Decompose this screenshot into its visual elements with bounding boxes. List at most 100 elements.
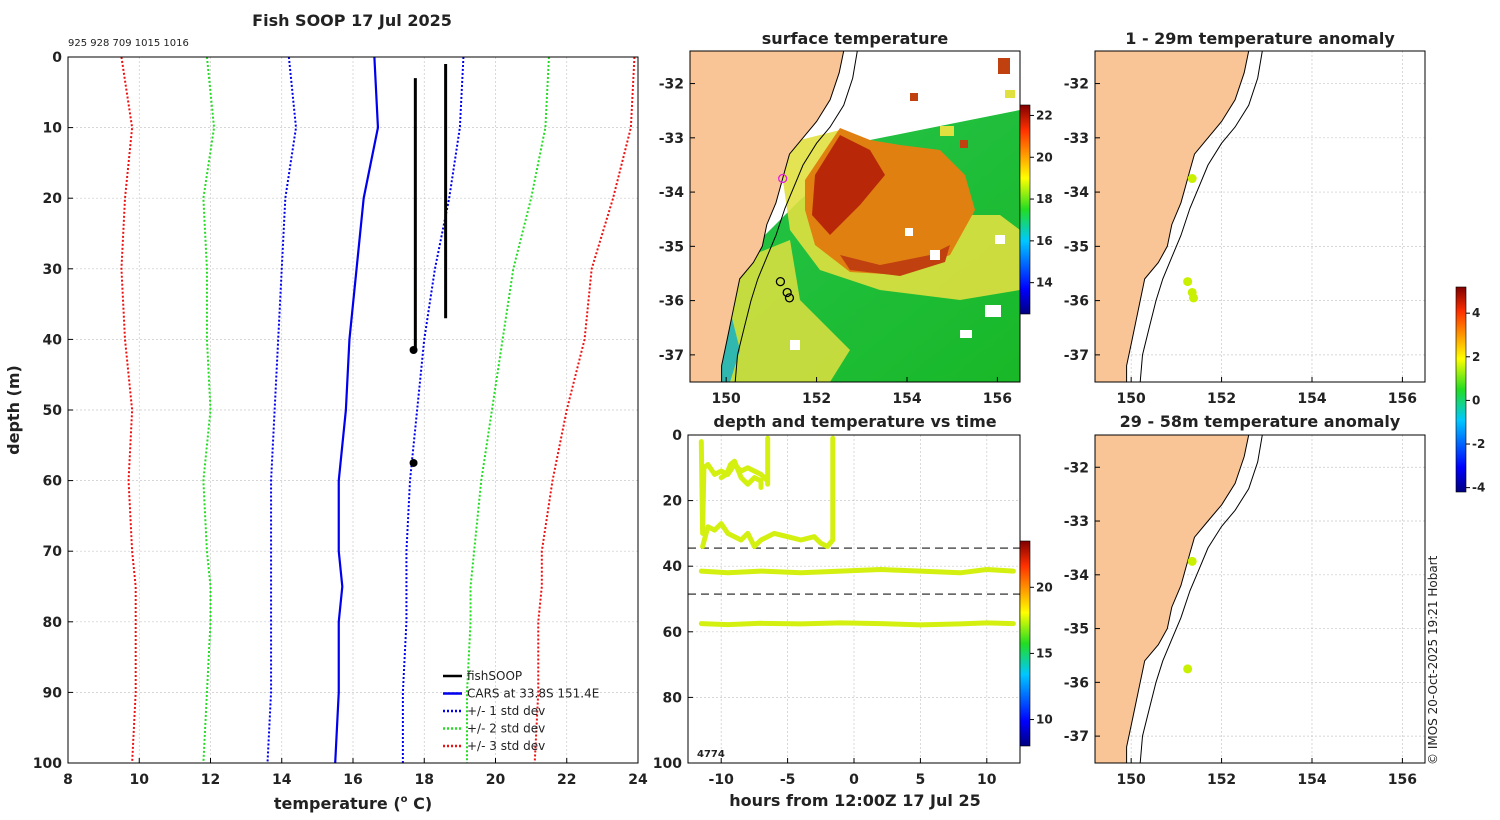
sst-ytick-label: -37 — [659, 348, 684, 364]
anomaly-top-isobath — [1139, 51, 1263, 382]
depth-time-colorbar — [1019, 540, 1031, 747]
sst-marker-0 — [778, 173, 788, 184]
sst-xtick-label: 150 — [712, 391, 741, 407]
anomaly-bottom-title: 29 - 58m temperature anomaly — [1120, 412, 1401, 431]
a1-ytick-label: -33 — [1064, 131, 1089, 147]
dt-cb-tick-label: 20 — [1036, 580, 1053, 594]
depth-time-grid — [688, 434, 1020, 764]
sst-ytick-label: -36 — [659, 294, 684, 310]
anomaly-bottom-points — [1183, 556, 1197, 674]
a2-ytick-label: -36 — [1064, 675, 1089, 691]
credit-text: © IMOS 20-Oct-2025 19:21 Hobart — [1426, 555, 1440, 765]
sst-cb-tick-label: 18 — [1036, 192, 1053, 206]
legend-label-1: CARS at 33.8S 151.4E — [467, 687, 599, 701]
sst-ytick-label: -32 — [659, 77, 684, 93]
dt-xtick-label: -5 — [780, 772, 796, 788]
anomaly-bottom-isobath — [1139, 435, 1263, 763]
depth-time-panel: depth and temperature vs time -10 -5 0 5 100… — [653, 412, 1053, 810]
a1-point-0 — [1187, 174, 1197, 184]
sst-xtick-label: 152 — [802, 391, 831, 407]
legend-label-0: fishSOOP — [467, 669, 522, 683]
sst-cb-tick-label: 22 — [1036, 108, 1053, 122]
dt-xtick-label: -10 — [709, 772, 735, 788]
anomaly-top-title: 1 - 29m temperature anomaly — [1125, 29, 1395, 48]
legend-label-4: +/- 3 std dev — [467, 739, 545, 753]
sst-markers — [775, 173, 795, 303]
profile-ytick-label: 90 — [43, 685, 63, 701]
dt-track-1 — [700, 435, 836, 549]
a2-xtick-label: 152 — [1207, 772, 1236, 788]
anomaly-colorbar — [1455, 286, 1467, 493]
anomaly-cb-tick-label: 0 — [1472, 393, 1480, 407]
profile-xtick-label: 8 — [63, 772, 73, 788]
profile-xtick-label: 24 — [628, 772, 648, 788]
anomaly-bottom-panel: 29 - 58m temperature anomaly 150 152 154 15… — [1064, 412, 1426, 788]
a2-ytick-label: -35 — [1064, 622, 1089, 638]
profile-series-2 — [401, 56, 465, 763]
depth-time-tracks — [698, 435, 1016, 628]
a2-xtick-label: 150 — [1117, 772, 1146, 788]
a2-point-1 — [1183, 664, 1193, 674]
profile-ids: 925 928 709 1015 1016 — [68, 38, 189, 49]
a2-point-0 — [1187, 556, 1197, 566]
a1-point-1 — [1183, 277, 1193, 287]
anomaly-bottom-map — [1095, 435, 1425, 763]
anomaly-bottom-coastline — [1126, 435, 1250, 763]
dt-xtick-label: 10 — [977, 772, 997, 788]
sst-xtick-label: 154 — [892, 391, 921, 407]
a2-ytick-label: -34 — [1064, 568, 1090, 584]
sst-isobath — [734, 51, 858, 382]
profile-ytick-label: 0 — [52, 50, 62, 66]
anomaly-colorbar-ticks: 4 2 0 -2 -4 — [1466, 306, 1485, 495]
anomaly-bottom-ticks: 150 152 154 156 -32 -33 -34 -35 -36 -37 — [1064, 460, 1417, 788]
depth-time-dashed-lines — [688, 547, 1020, 595]
dt-xtick-label: 5 — [916, 772, 926, 788]
a1-xtick-label: 154 — [1297, 391, 1326, 407]
profile-series-3 — [202, 56, 216, 764]
a2-ytick-label: -32 — [1064, 460, 1089, 476]
sst-title: surface temperature — [762, 29, 949, 48]
sst-land — [690, 51, 844, 382]
sst-map-area — [690, 51, 1020, 382]
profile-ytick-label: 50 — [43, 403, 63, 419]
sst-scatter-pixels — [910, 58, 1015, 148]
profile-panel: Fish SOOP 17 Jul 2025 925 928 709 1015 1… — [4, 11, 648, 813]
profile-grid — [67, 56, 639, 764]
depth-time-title: depth and temperature vs time — [713, 412, 996, 431]
profile-title: Fish SOOP 17 Jul 2025 — [252, 11, 452, 30]
dt-ytick-label: 60 — [663, 625, 683, 641]
sst-ytick-label: -34 — [659, 185, 685, 201]
sst-marker-3 — [784, 293, 795, 303]
profile-series-0 — [334, 56, 380, 764]
sst-cb-tick-label: 20 — [1036, 150, 1053, 164]
a2-ytick-label: -33 — [1064, 514, 1089, 530]
a2-ytick-label: -37 — [1064, 729, 1089, 745]
profile-ytick-label: 40 — [43, 332, 63, 348]
sst-ticks: 150 152 154 156 -32 -33 -34 -35 -36 -37 — [659, 77, 1012, 407]
a2-xtick-label: 154 — [1297, 772, 1326, 788]
dt-track-0 — [698, 435, 771, 536]
a1-ytick-label: -35 — [1064, 239, 1089, 255]
dt-ytick-label: 0 — [672, 428, 682, 444]
sst-cb-tick-label: 16 — [1036, 234, 1053, 248]
sst-eddy-core — [812, 135, 885, 235]
a1-point-3 — [1189, 293, 1199, 303]
dt-track-4 — [698, 620, 1016, 628]
anomaly-top-ticks: 150 152 154 156 -32 -33 -34 -35 -36 -37 — [1064, 77, 1417, 407]
profile-series-6 — [533, 56, 636, 764]
anomaly-cb-tick-label: 4 — [1472, 306, 1480, 320]
profile-ytick-label: 60 — [43, 474, 63, 490]
dt-cb-tick-label: 15 — [1036, 646, 1053, 660]
sst-marker-1 — [775, 276, 786, 287]
anomaly-top-points — [1183, 174, 1199, 303]
anomaly-top-panel: 1 - 29m temperature anomaly 150 152 154 156… — [1064, 29, 1426, 407]
dt-track-3 — [698, 567, 1016, 576]
sst-marker-2 — [782, 287, 792, 298]
sst-eddy-edge — [840, 245, 950, 276]
dt-ytick-label: 40 — [663, 559, 683, 575]
anomaly-bottom-axes-box — [1094, 434, 1426, 764]
sst-colorbar — [1019, 104, 1031, 315]
profile-ytick-label: 20 — [43, 191, 63, 207]
anomaly-top-coastline — [1126, 51, 1250, 382]
